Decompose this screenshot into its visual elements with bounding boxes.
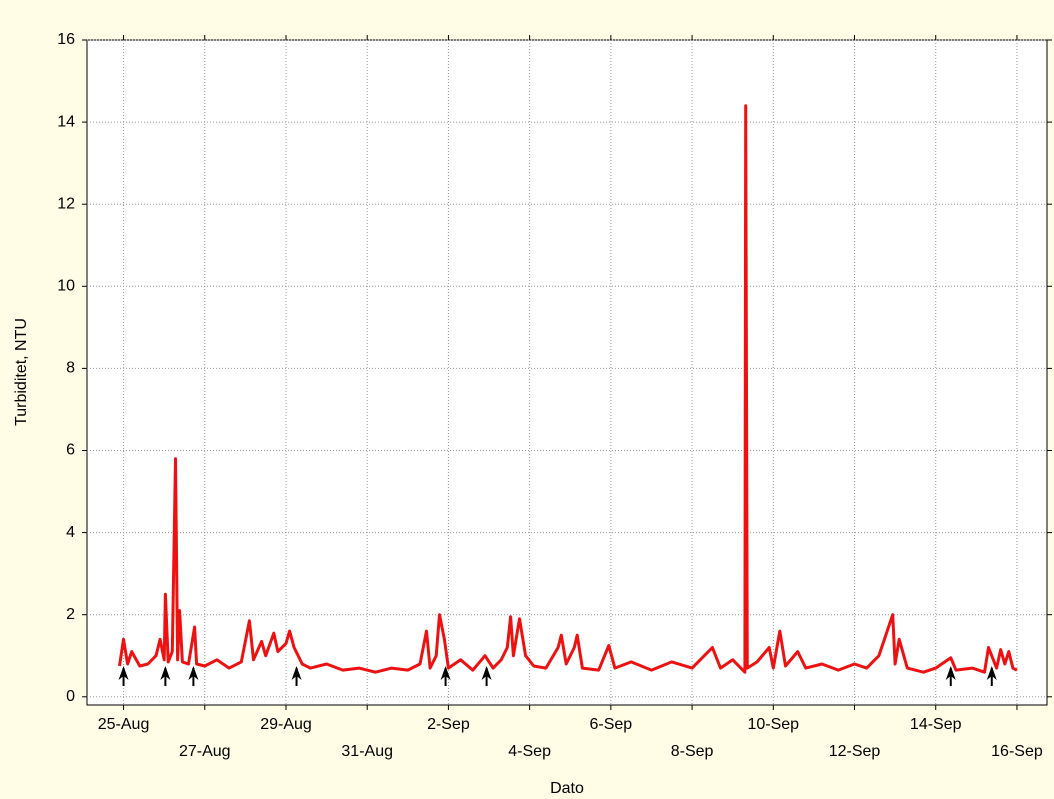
y-tick-label: 0 bbox=[66, 688, 75, 705]
y-axis-label: Turbiditet, NTU bbox=[13, 318, 30, 426]
x-tick-label: 4-Sep bbox=[508, 743, 551, 760]
y-tick-label: 12 bbox=[57, 195, 75, 212]
plot-area bbox=[86, 39, 1048, 706]
x-tick-label: 8-Sep bbox=[671, 743, 714, 760]
x-tick-label: 31-Aug bbox=[341, 743, 393, 760]
event-arrow bbox=[440, 666, 451, 686]
arrow-part bbox=[188, 666, 199, 680]
event-arrow bbox=[188, 666, 199, 686]
y-tick-label: 16 bbox=[57, 31, 75, 48]
x-tick-label: 12-Sep bbox=[829, 743, 881, 760]
y-tick-label: 8 bbox=[66, 360, 75, 377]
arrow-part bbox=[440, 666, 451, 680]
event-arrow bbox=[160, 666, 171, 686]
arrow-part bbox=[291, 666, 302, 680]
y-tick-label: 14 bbox=[57, 113, 75, 130]
x-tick-label: 6-Sep bbox=[590, 716, 633, 733]
x-tick-label: 29-Aug bbox=[260, 716, 312, 733]
x-axis-label: Dato bbox=[550, 780, 584, 797]
x-tick-label: 25-Aug bbox=[98, 716, 150, 733]
event-arrow bbox=[481, 666, 492, 686]
arrow-part bbox=[160, 666, 171, 680]
x-tick-label: 16-Sep bbox=[991, 743, 1043, 760]
arrow-part bbox=[481, 666, 492, 680]
x-tick-label: 27-Aug bbox=[179, 743, 231, 760]
event-arrow bbox=[291, 666, 302, 686]
y-tick-label: 10 bbox=[57, 278, 75, 295]
x-tick-label: 2-Sep bbox=[427, 716, 470, 733]
event-arrow bbox=[986, 666, 997, 686]
y-tick-label: 2 bbox=[66, 606, 75, 623]
x-tick-label: 14-Sep bbox=[910, 716, 962, 733]
data-line bbox=[118, 104, 1018, 674]
y-tick-label: 4 bbox=[66, 524, 75, 541]
arrow-part bbox=[986, 666, 997, 680]
event-arrow bbox=[945, 666, 956, 686]
arrow-part bbox=[945, 666, 956, 680]
x-tick-label: 10-Sep bbox=[747, 716, 799, 733]
event-arrow bbox=[118, 666, 129, 686]
y-tick-label: 6 bbox=[66, 442, 75, 459]
arrow-part bbox=[118, 666, 129, 680]
